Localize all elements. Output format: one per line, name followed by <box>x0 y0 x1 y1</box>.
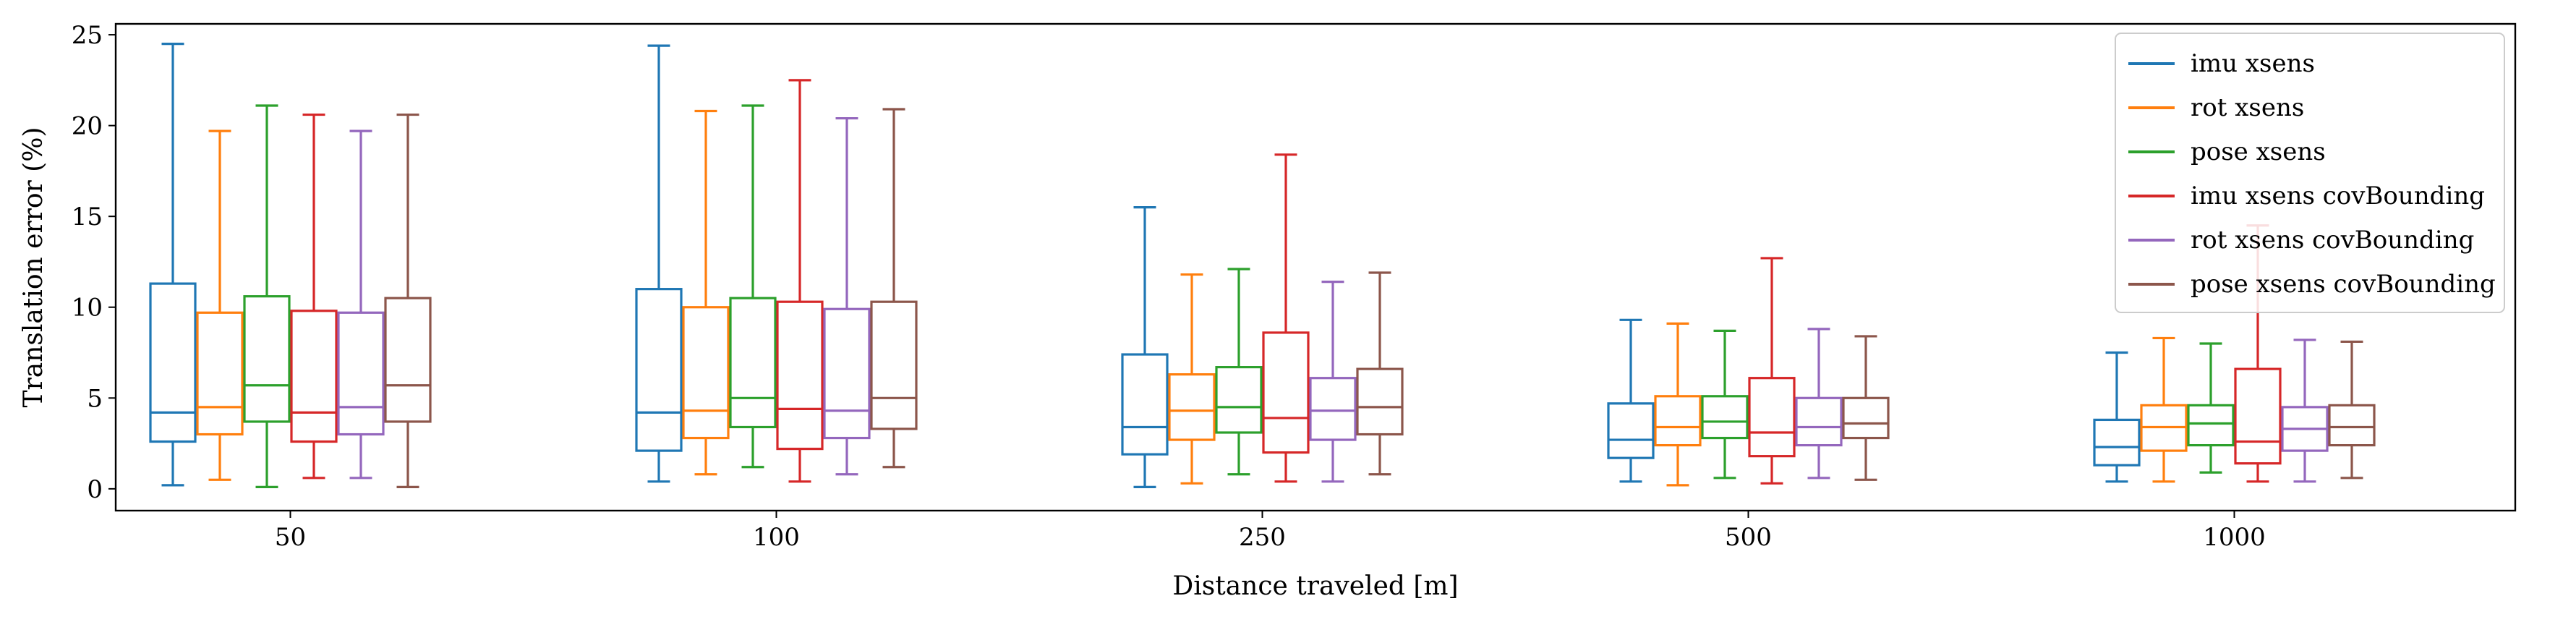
box-1000-5 <box>2328 340 2376 480</box>
x-tick-label: 250 <box>1239 523 1286 552</box>
y-tick-label: 15 <box>72 203 103 231</box>
box-body <box>1215 366 1263 434</box>
box-body <box>1748 377 1796 458</box>
box-body <box>337 311 385 436</box>
box-body <box>1121 353 1169 456</box>
box-body <box>1356 367 1404 436</box>
box-body <box>2093 418 2141 466</box>
box-body <box>1701 395 1749 440</box>
box-50-0 <box>149 43 197 487</box>
box-500-2 <box>1701 329 1749 480</box>
box-body <box>1795 396 1843 447</box>
legend-label: pose xsens <box>2191 137 2326 166</box>
box-250-3 <box>1262 153 1310 483</box>
legend: imu xsens rot xsens pose xsens imu xsens co… <box>2115 33 2505 313</box>
box-body <box>1654 395 1702 447</box>
y-tick-label: 5 <box>87 384 103 413</box>
box-500-5 <box>1842 335 1890 481</box>
box-50-2 <box>243 104 291 488</box>
y-tick-label: 0 <box>87 475 103 504</box>
box-500-0 <box>1607 318 1655 483</box>
box-250-4 <box>1309 280 1357 483</box>
box-body <box>1168 373 1216 441</box>
legend-label: imu xsens <box>2191 49 2315 78</box>
box-500-1 <box>1654 322 1702 487</box>
box-100-4 <box>823 116 871 476</box>
legend-label: pose xsens covBounding <box>2191 270 2496 299</box>
box-body <box>2187 404 2235 447</box>
legend-label: rot xsens covBounding <box>2191 226 2474 255</box>
box-1000-4 <box>2281 338 2329 483</box>
axes-layer: 50 100 250 500 1000 0 5 10 15 20 25 Distance travel… <box>19 21 2517 601</box>
x-axis-label: Distance traveled [m] <box>1172 571 1458 601</box>
box-100-1 <box>682 109 730 476</box>
y-tick-label: 20 <box>72 112 103 141</box>
box-1000-0 <box>2093 351 2141 483</box>
y-tick-label: 25 <box>72 21 103 50</box>
box-body <box>635 288 683 452</box>
box-250-1 <box>1168 273 1216 485</box>
box-body <box>2328 404 2376 447</box>
legend-box <box>2115 33 2505 313</box>
x-tick-label: 100 <box>753 523 800 552</box>
box-body <box>196 311 244 436</box>
box-body <box>1309 377 1357 441</box>
box-100-2 <box>729 104 777 469</box>
x-tick-label: 500 <box>1725 523 1772 552</box>
box-body <box>149 282 197 443</box>
box-500-3 <box>1748 257 1796 485</box>
box-100-3 <box>776 79 824 483</box>
x-tick-label: 1000 <box>2203 523 2266 552</box>
box-body <box>384 297 432 423</box>
y-tick-label: 10 <box>72 294 103 323</box>
y-axis-label: Translation error (%) <box>19 127 48 408</box>
box-50-1 <box>196 129 244 481</box>
box-250-5 <box>1356 271 1404 476</box>
box-body <box>1607 402 1655 459</box>
box-1000-1 <box>2140 336 2188 483</box>
box-body <box>729 297 777 429</box>
box-250-2 <box>1215 268 1263 476</box>
box-body <box>1262 331 1310 454</box>
plot-frame <box>114 22 2517 512</box>
box-body <box>1842 396 1890 440</box>
box-100-5 <box>870 108 918 469</box>
box-50-5 <box>384 113 432 488</box>
box-body <box>2234 367 2282 465</box>
legend-label: imu xsens covBounding <box>2191 182 2485 210</box>
boxes-layer <box>149 43 2376 488</box>
box-body <box>682 306 730 440</box>
box-body <box>776 300 824 451</box>
box-500-4 <box>1795 328 1843 480</box>
box-250-0 <box>1121 206 1169 488</box>
box-body <box>823 307 871 440</box>
box-50-3 <box>290 113 338 480</box>
box-body <box>290 310 338 443</box>
x-tick-label: 50 <box>275 523 306 552</box>
box-100-0 <box>635 44 683 483</box>
box-body <box>243 295 291 423</box>
box-1000-2 <box>2187 342 2235 474</box>
box-body <box>870 300 918 430</box>
legend-label: rot xsens <box>2191 93 2304 122</box>
box-50-4 <box>337 129 385 480</box>
